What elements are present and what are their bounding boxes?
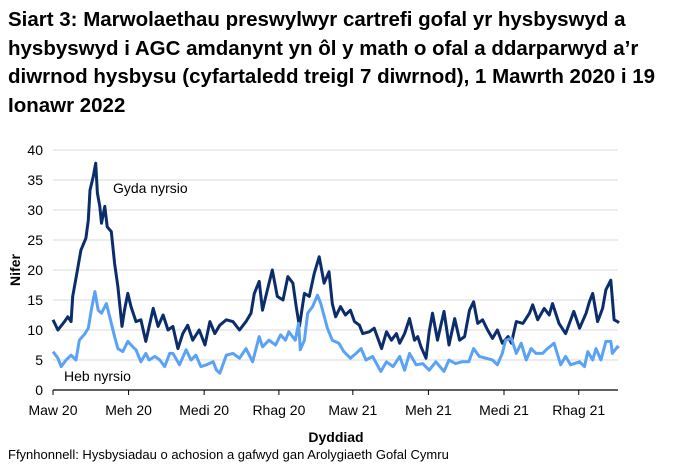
y-tick-label: 10 xyxy=(27,322,43,338)
y-tick-label: 15 xyxy=(27,292,43,308)
x-tick-label: Medi 21 xyxy=(479,402,529,418)
source-note: Ffynhonnell: Hysbysiadau o achosion a ga… xyxy=(8,447,449,462)
x-axis-label: Dyddiad xyxy=(308,429,363,445)
x-axis: Maw 20 Meh 20 Medi 20 Rhag 20 Maw 21 Meh 21 Me… xyxy=(28,389,618,418)
y-axis-ticks: 0 5 10 15 20 25 30 35 40 xyxy=(27,142,43,398)
y-tick-label: 30 xyxy=(27,202,43,218)
x-tick-label: Meh 21 xyxy=(405,402,452,418)
x-tick-label: Rhag 20 xyxy=(252,402,305,418)
y-tick-label: 0 xyxy=(35,382,43,398)
y-tick-label: 5 xyxy=(35,352,43,368)
series-lines xyxy=(51,161,620,375)
x-tick-label: Medi 20 xyxy=(179,402,229,418)
y-axis-label: Nifer xyxy=(7,254,23,286)
series-line-heb-nyrsio xyxy=(51,290,620,375)
gridlines xyxy=(53,149,618,361)
series-label-gyda-nyrsio: Gyda nyrsio xyxy=(113,180,188,196)
series-label-heb-nyrsio: Heb nyrsio xyxy=(64,368,131,384)
y-tick-label: 25 xyxy=(27,232,43,248)
x-tick-label: Maw 20 xyxy=(28,402,77,418)
x-tick-label: Meh 20 xyxy=(105,402,152,418)
series-line-gyda-nyrsio xyxy=(51,161,620,360)
y-tick-label: 40 xyxy=(27,142,43,158)
y-tick-label: 35 xyxy=(27,172,43,188)
x-tick-label: Rhag 21 xyxy=(552,402,605,418)
chart-title: Siart 3: Marwolaethau preswylwyr cartref… xyxy=(8,8,656,118)
y-tick-label: 20 xyxy=(27,262,43,278)
series-labels: Gyda nyrsio Heb nyrsio xyxy=(64,180,188,384)
x-tick-label: Maw 21 xyxy=(328,402,377,418)
